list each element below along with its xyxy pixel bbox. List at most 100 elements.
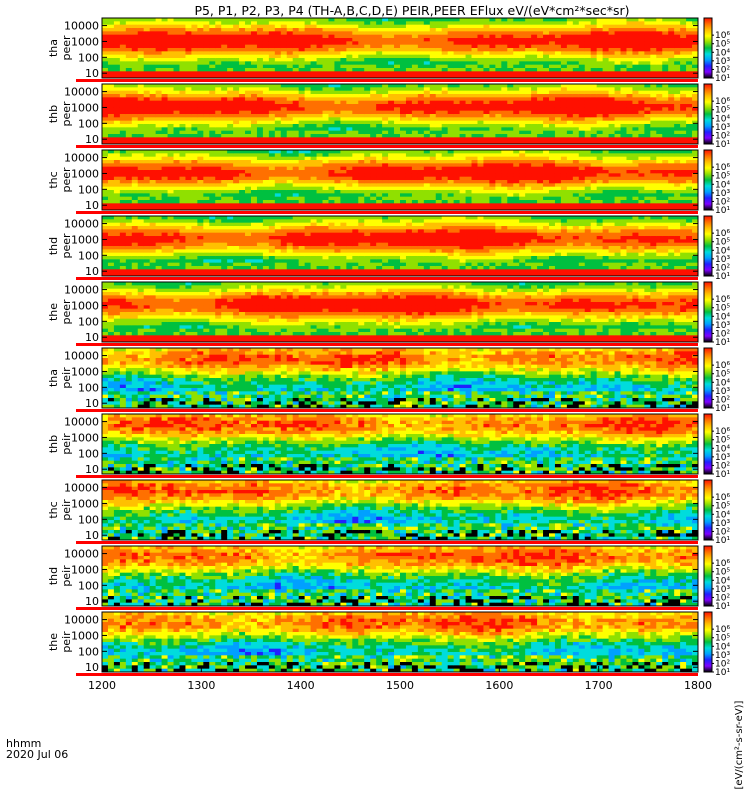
spectrogram-cell xyxy=(370,38,377,42)
spectrogram-cell xyxy=(513,134,520,138)
spectrogram-cell xyxy=(245,34,252,39)
spectrogram-cell xyxy=(292,24,300,29)
spectrogram-cell xyxy=(268,180,276,184)
spectrogram-cell xyxy=(352,100,359,105)
spectrogram-cell xyxy=(304,107,311,112)
spectrogram-cell xyxy=(459,117,466,122)
spectrogram-cell xyxy=(447,120,455,125)
spectrogram-cell xyxy=(352,64,359,69)
spectrogram-cell xyxy=(507,31,514,36)
spectrogram-cell xyxy=(459,186,466,191)
spectrogram-cell xyxy=(131,200,139,204)
spectrogram-cell xyxy=(322,173,329,178)
spectrogram-cell xyxy=(370,193,377,198)
spectrogram-cell xyxy=(668,58,675,62)
spectrogram-cell xyxy=(149,130,157,135)
spectrogram-cell xyxy=(179,180,186,184)
spectrogram-cell xyxy=(316,176,323,181)
spectrogram-cell xyxy=(203,110,210,115)
spectrogram-cell xyxy=(584,104,592,108)
spectrogram-cell xyxy=(137,193,145,198)
spectrogram-cell xyxy=(584,137,592,142)
spectrogram-cell xyxy=(614,140,621,145)
spectrogram-cell xyxy=(429,153,437,158)
spectrogram-cell xyxy=(221,51,228,56)
spectrogram-cell xyxy=(537,64,544,69)
spectrogram-cell xyxy=(495,173,502,178)
spectrogram-cell xyxy=(465,120,472,125)
spectrogram-cell xyxy=(400,150,407,154)
spectrogram-cell xyxy=(256,24,264,29)
spectrogram-cell xyxy=(632,24,639,29)
spectrogram-cell xyxy=(382,54,389,59)
spectrogram-cell xyxy=(405,134,413,138)
spectrogram-cell xyxy=(686,41,693,46)
spectrogram-cell xyxy=(692,87,699,92)
spectrogram-cell xyxy=(477,94,484,98)
spectrogram-cell xyxy=(477,140,484,145)
spectrogram-cell xyxy=(113,28,121,32)
spectrogram-cell xyxy=(197,34,204,39)
spectrogram-cell xyxy=(549,38,556,42)
spectrogram-cell xyxy=(268,150,276,154)
spectrogram-cell xyxy=(233,124,240,128)
spectrogram-cell xyxy=(602,64,609,69)
colorbar-tick-label: 10⁵ xyxy=(715,40,730,50)
spectrogram-cell xyxy=(531,196,538,201)
spectrogram-cell xyxy=(674,90,681,95)
spectrogram-cell xyxy=(525,24,532,29)
spectrogram-cell xyxy=(191,120,198,125)
spectrogram-cell xyxy=(125,48,133,52)
spectrogram-cell xyxy=(358,137,365,142)
spectrogram-cell xyxy=(495,90,502,95)
spectrogram-cell xyxy=(286,166,294,171)
spectrogram-cell xyxy=(680,104,687,108)
spectrogram-cell xyxy=(537,173,544,178)
spectrogram-cell xyxy=(578,71,586,76)
spectrogram-cell xyxy=(382,68,389,72)
spectrogram-cell xyxy=(441,206,449,211)
spectrogram-cell xyxy=(626,31,633,36)
spectrogram-cell xyxy=(268,54,276,59)
spectrogram-cell xyxy=(292,61,300,66)
spectrogram-cell xyxy=(125,186,133,191)
spectrogram-cell xyxy=(298,58,306,62)
spectrogram-cell xyxy=(137,120,145,125)
spectrogram-cell xyxy=(209,170,216,174)
spectrogram-cell xyxy=(137,38,145,42)
spectrogram-cell xyxy=(465,130,472,135)
spectrogram-cell xyxy=(459,190,466,194)
spectrogram-cell xyxy=(566,130,574,135)
spectrogram-cell xyxy=(149,100,157,105)
spectrogram-cell xyxy=(483,90,490,95)
spectrogram-cell xyxy=(298,24,306,29)
spectrogram-cell xyxy=(638,54,645,59)
spectrogram-cell xyxy=(608,28,615,32)
spectrogram-cell xyxy=(286,64,294,69)
spectrogram-cell xyxy=(477,107,484,112)
spectrogram-cell xyxy=(239,51,246,56)
spectrogram-cell xyxy=(280,130,288,135)
spectrogram-cell xyxy=(179,196,186,201)
spectrogram-cell xyxy=(292,156,300,161)
spectrogram-cell xyxy=(161,117,168,122)
spectrogram-cell xyxy=(125,68,133,72)
spectrogram-cell xyxy=(215,58,222,62)
spectrogram-cell xyxy=(483,41,490,46)
spectrogram-cell xyxy=(358,71,365,76)
spectrogram-cell xyxy=(668,54,675,59)
spectrogram-cell xyxy=(537,58,544,62)
spectrogram-cell xyxy=(185,206,192,211)
spectrogram-cell xyxy=(668,120,675,125)
spectrogram-cell xyxy=(638,68,645,72)
spectrogram-cell xyxy=(286,31,294,36)
spectrogram-cell xyxy=(531,120,538,125)
spectrogram-cell xyxy=(215,176,222,181)
spectrogram-cell xyxy=(668,110,675,115)
spectrogram-cell xyxy=(417,54,425,59)
spectrogram-cell xyxy=(191,127,198,132)
spectrogram-cell xyxy=(405,180,413,184)
spectrogram-cell xyxy=(334,34,341,39)
spectrogram-cell xyxy=(388,150,395,154)
spectrogram-cell xyxy=(346,140,353,145)
